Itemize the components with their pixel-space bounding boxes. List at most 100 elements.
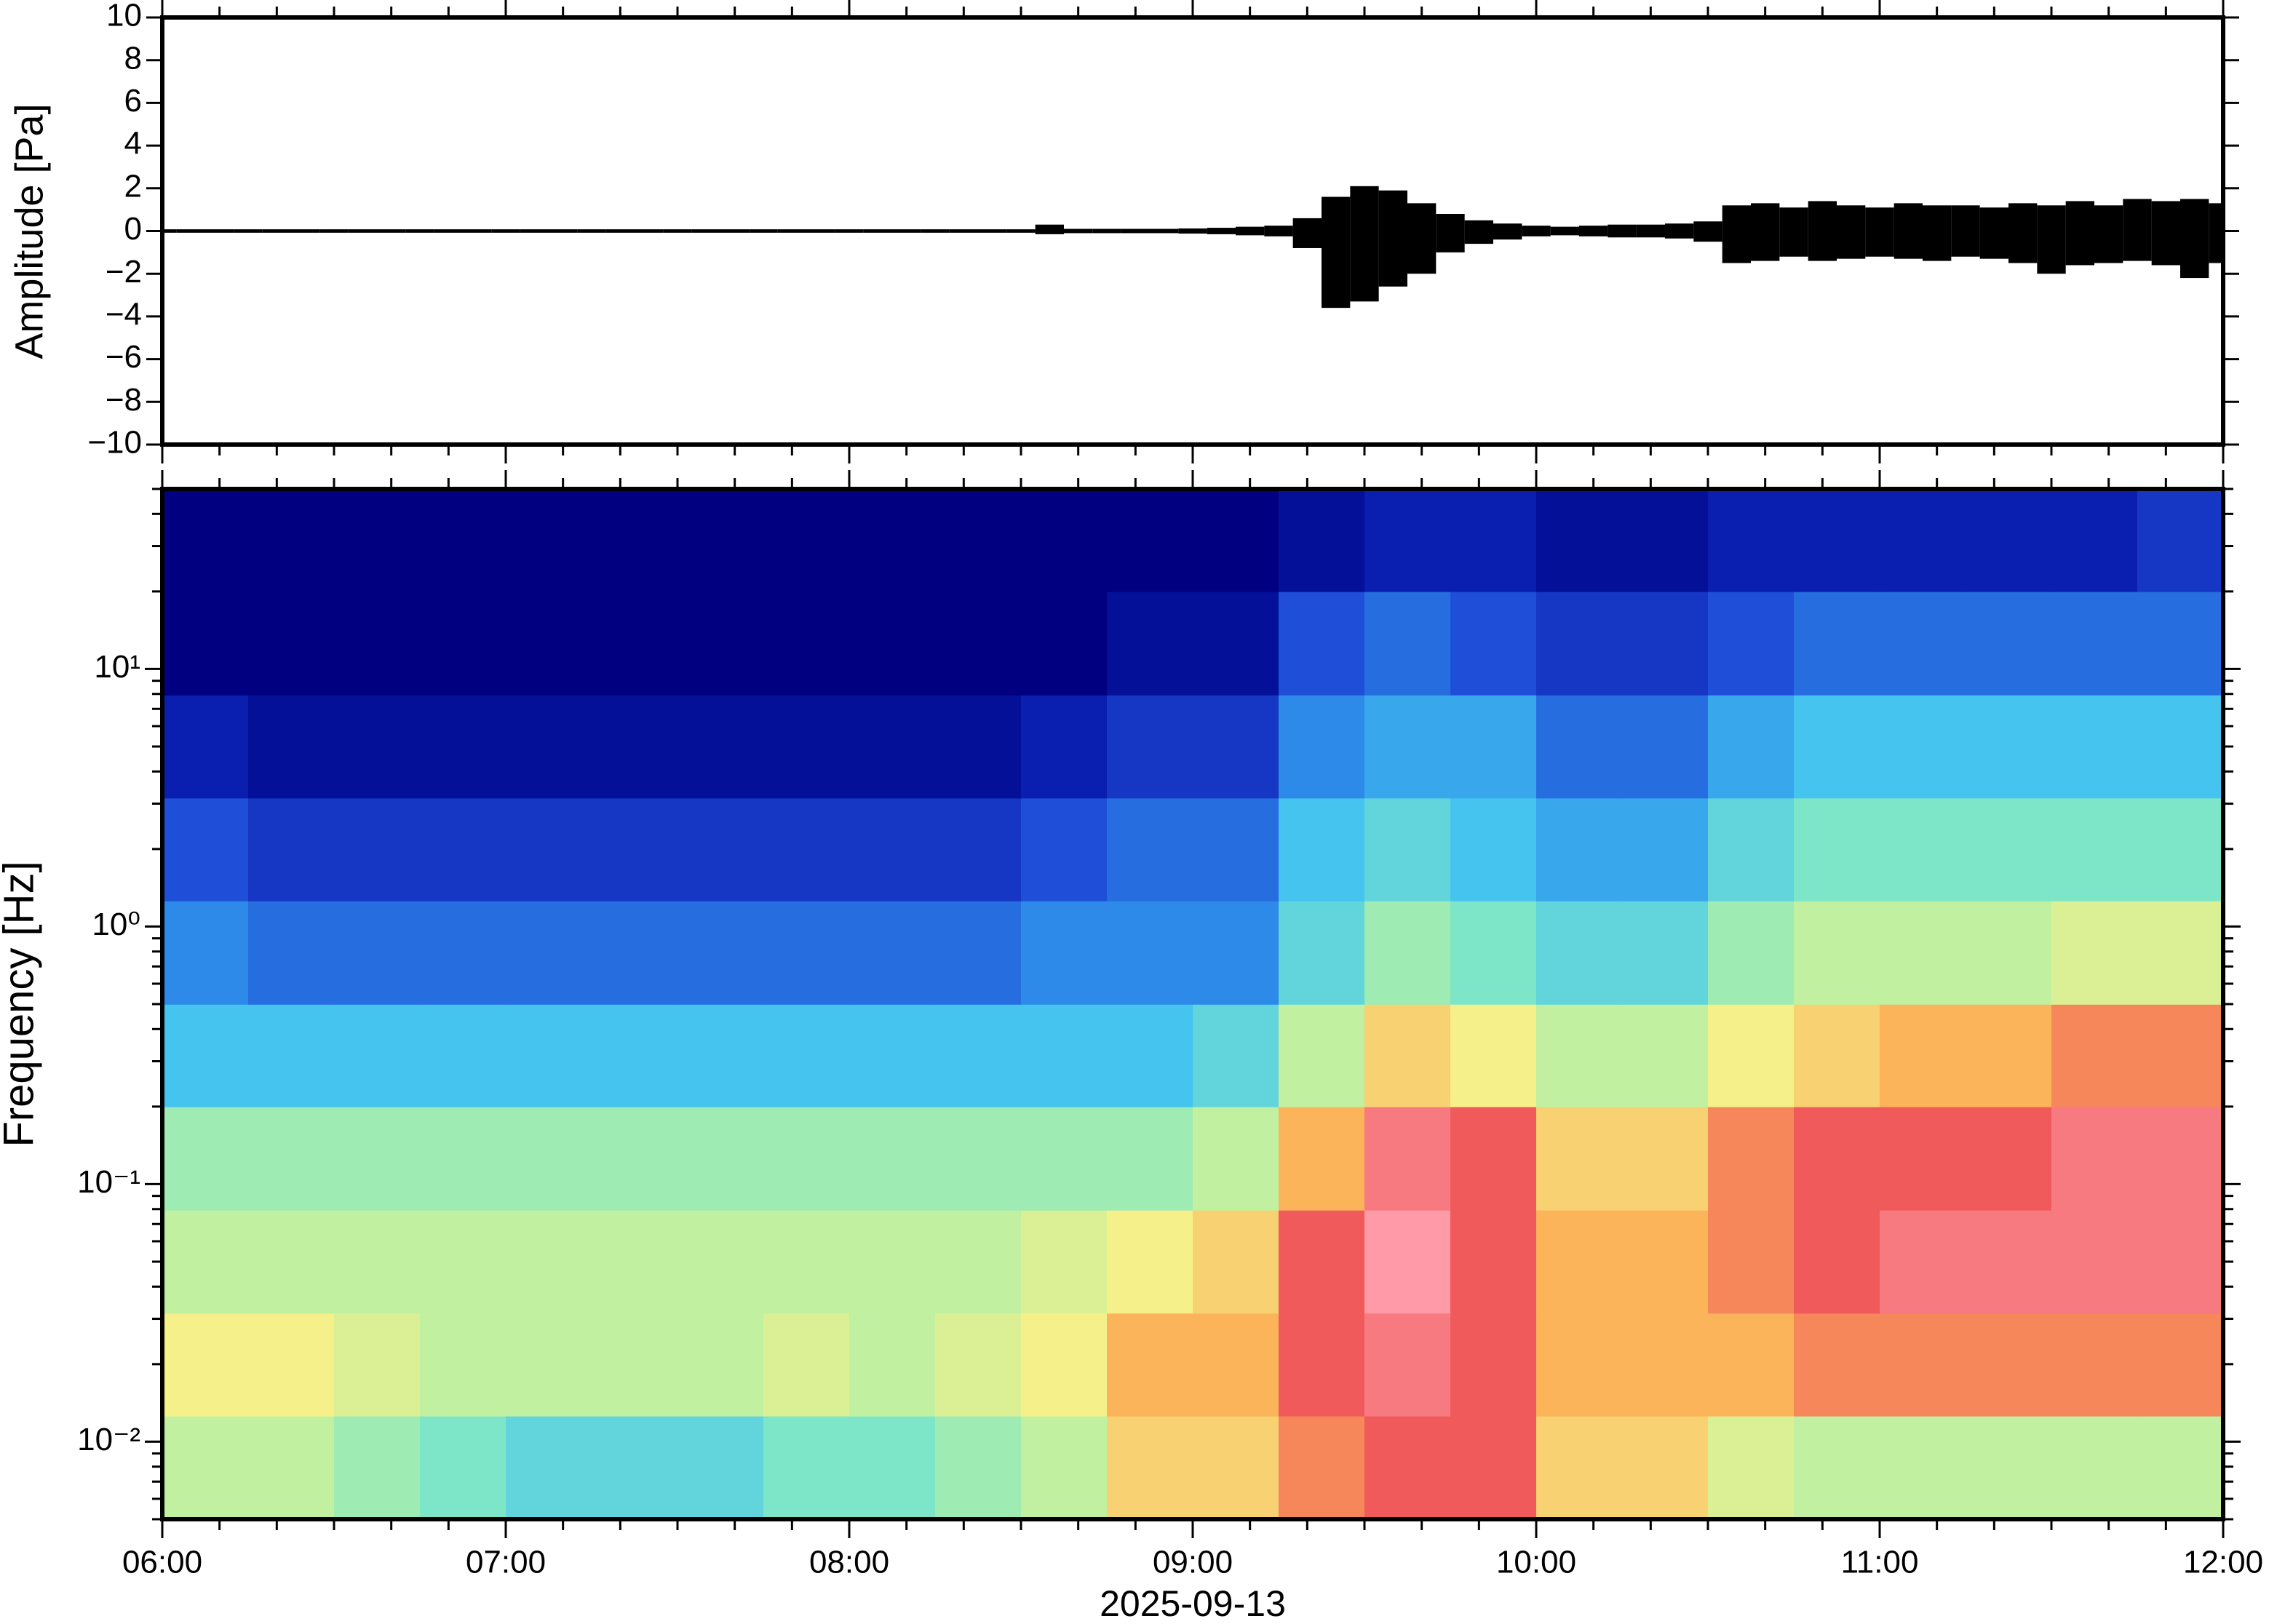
y-tick-label: 2: [124, 168, 142, 204]
spectrogram-cell: [334, 1313, 421, 1417]
spectrogram-cell: [334, 694, 421, 799]
spectrogram-cell: [1622, 797, 1709, 901]
spectrogram-cell: [420, 900, 506, 1005]
waveform-envelope: [1951, 205, 1980, 257]
spectrogram-cell: [1794, 1313, 1880, 1417]
spectrogram-cell: [1794, 1209, 1880, 1314]
spectrogram-cell: [1279, 694, 1365, 799]
spectrogram-cell: [2051, 1106, 2138, 1211]
spectrogram-cell: [849, 1415, 936, 1520]
spectrogram-cell: [1880, 1106, 1966, 1211]
spectrogram-cell: [849, 1106, 936, 1211]
spectrogram-cell: [935, 900, 1022, 1005]
spectrogram-cell: [1193, 1106, 1279, 1211]
spectrogram-cell: [334, 1209, 421, 1314]
spectrogram-cell: [248, 1004, 335, 1107]
waveform-envelope: [978, 229, 1007, 233]
waveform-envelope: [176, 229, 205, 233]
spectrogram-cell: [1450, 1004, 1537, 1107]
waveform-envelope: [1722, 205, 1751, 263]
spectrogram-cell: [1279, 1415, 1365, 1520]
spectrogram-cell: [248, 1209, 335, 1314]
spectrogram-cell: [334, 1004, 421, 1107]
spectrogram-cell: [935, 489, 1022, 592]
spectrogram-cell: [162, 900, 249, 1005]
waveform-envelope: [2094, 205, 2123, 263]
waveform-envelope: [892, 229, 921, 233]
spectrogram-cell: [677, 1209, 764, 1314]
x-tick-label: 12:00: [2183, 1545, 2263, 1580]
spectrogram-cell: [1279, 1106, 1365, 1211]
spectrogram-cell: [1622, 1004, 1709, 1107]
waveform-envelope: [2065, 201, 2094, 266]
spectrogram-cell: [1622, 489, 1709, 592]
spectrogram-cell: [2137, 591, 2224, 696]
spectrogram-cell: [763, 1004, 850, 1107]
spectrogram-cell: [162, 489, 249, 592]
spectrogram-cell: [592, 1313, 678, 1417]
waveform-envelope: [463, 229, 492, 233]
spectrogram-cell: [1364, 1415, 1451, 1520]
spectrogram-cell: [2137, 489, 2224, 592]
spectrogram-cell: [1794, 694, 1880, 799]
spectrogram-cell: [677, 489, 764, 592]
spectrogram-cell: [1536, 1415, 1623, 1520]
waveform-envelope: [1064, 228, 1093, 234]
spectrogram-cell: [592, 489, 678, 592]
spectrogram-cell: [1364, 1313, 1451, 1417]
spectrogram-cell: [1708, 797, 1795, 901]
spectrogram-cell: [2051, 591, 2138, 696]
y-tick-label: 10¹: [94, 649, 140, 685]
spectrogram-cell: [2137, 1209, 2224, 1314]
waveform-envelope: [291, 229, 320, 233]
waveform-envelope: [921, 229, 950, 233]
spectrogram-cell: [1107, 591, 1193, 696]
spectrogram-cell: [763, 797, 850, 901]
spectrogram-cell: [1364, 1106, 1451, 1211]
waveform-envelope: [1436, 214, 1465, 252]
y-tick-label: 10: [106, 0, 142, 33]
spectrogram-cell: [1193, 1415, 1279, 1520]
waveform-envelope: [863, 229, 892, 233]
spectrogram-cell: [1193, 1313, 1279, 1417]
waveform-envelope: [1292, 218, 1322, 248]
spectrogram-cell: [1107, 489, 1193, 592]
spectrogram-cell: [1622, 1209, 1709, 1314]
date-label: 2025-09-13: [1100, 1583, 1286, 1624]
spectrogram-cell: [677, 797, 764, 901]
spectrogram-cell: [935, 694, 1022, 799]
spectrogram-cell: [1279, 591, 1365, 696]
spectrogram-cell: [1450, 1313, 1537, 1417]
spectrogram-cell: [1536, 797, 1623, 901]
spectrogram-cell: [2051, 1313, 2138, 1417]
waveform-envelope: [2037, 205, 2066, 274]
spectrogram-cell: [1880, 489, 1966, 592]
spectrogram-cell: [1622, 900, 1709, 1005]
spectrogram-cell: [1708, 1106, 1795, 1211]
waveform-envelope: [1693, 221, 1722, 242]
spectrogram-cell: [420, 1106, 506, 1211]
spectrogram-cell: [763, 900, 850, 1005]
spectrogram-cell: [248, 694, 335, 799]
waveform-envelope: [749, 229, 778, 233]
spectrogram-cell: [1021, 1004, 1108, 1107]
spectrogram-cell: [592, 797, 678, 901]
spectrogram-cell: [677, 900, 764, 1005]
spectrogram-cell: [1021, 591, 1108, 696]
spectrogram-cell: [1279, 1004, 1365, 1107]
spectrogram-cell: [248, 900, 335, 1005]
waveform-envelope: [2209, 203, 2223, 263]
spectrogram-cell: [677, 1106, 764, 1211]
spectrogram-cell: [2051, 1209, 2138, 1314]
waveform-envelope: [720, 229, 750, 233]
spectrogram-cell: [1536, 900, 1623, 1005]
waveform-envelope: [1923, 205, 1952, 261]
waveform-envelope: [949, 229, 978, 233]
frequency-axis-title: Frequency [Hz]: [0, 861, 42, 1147]
waveform-envelope: [1322, 196, 1351, 309]
spectrogram-cell: [763, 489, 850, 592]
waveform-envelope: [549, 229, 578, 233]
y-tick-label: 10⁻²: [77, 1422, 140, 1457]
waveform-envelope: [1350, 186, 1379, 302]
spectrogram-cell: [420, 1313, 506, 1417]
